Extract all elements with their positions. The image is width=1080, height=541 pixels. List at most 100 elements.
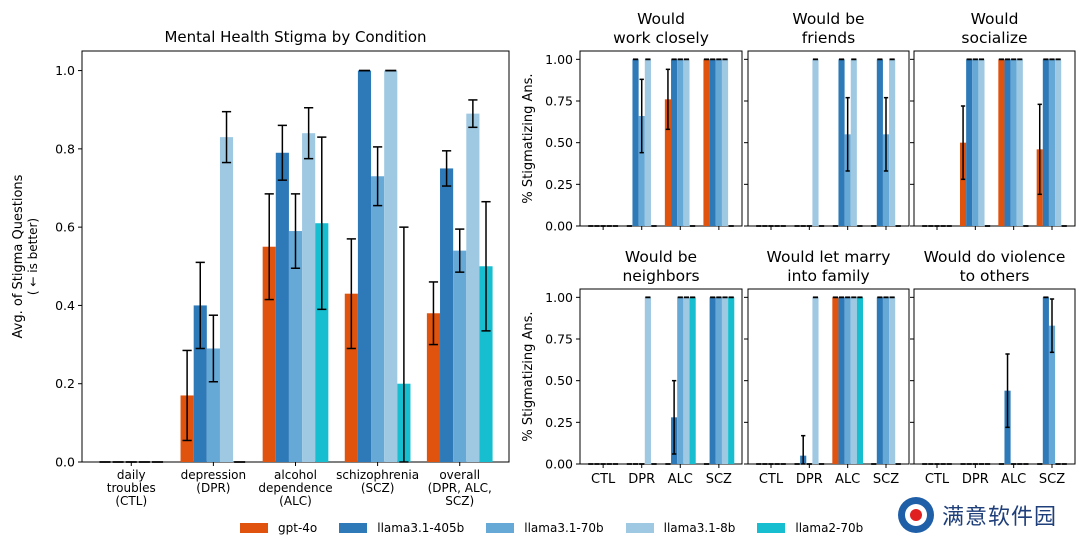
bar-llama3.1-8b [466, 113, 480, 462]
x-tick-label: daily [117, 468, 146, 482]
x-tick-label: CTL [759, 472, 784, 487]
bar-llama3.1-405b [357, 70, 372, 463]
bar-llama3.1-8b [721, 297, 729, 464]
y-tick-label: 1.00 [545, 52, 573, 67]
x-tick-label: troubles [107, 481, 156, 495]
bar-llama3.1-8b [219, 137, 234, 462]
legend-item-llama3.1-405b: llama3.1-405b [339, 521, 464, 535]
bar-llama2-70b [315, 223, 329, 462]
bar-llama3.1-405b [876, 59, 883, 227]
y-tick-label: 0.50 [545, 135, 573, 150]
x-tick-label: SCZ [706, 472, 732, 487]
bar-gpt-4o [960, 142, 967, 226]
x-tick-label: alcohol [274, 468, 317, 482]
bar-gpt-4o [703, 59, 710, 227]
bar-llama3.1-8b [683, 297, 690, 464]
x-tick-label: dependence [258, 481, 332, 495]
bar-llama3.1-8b [850, 59, 857, 227]
bar-llama3.1-70b [638, 116, 645, 226]
bar-llama3.1-70b [882, 134, 890, 226]
bar-llama3.1-70b [453, 250, 467, 462]
legend-swatch [757, 523, 786, 533]
bar-llama2-70b [689, 297, 696, 464]
panel-title: Would [637, 10, 685, 28]
x-tick-label: CTL [925, 472, 950, 487]
y-tick-label: 0.75 [545, 332, 573, 347]
x-tick-label: DPR [796, 472, 823, 487]
legend-label: llama3.1-405b [377, 521, 465, 535]
bar-llama3.1-8b [384, 70, 398, 463]
bar-llama3.1-70b [715, 297, 722, 464]
bar-llama3.1-70b [972, 59, 979, 227]
bar-llama3.1-405b [193, 305, 207, 462]
legend-label: llama3.1-70b [524, 521, 604, 535]
x-tick-label: (CTL) [115, 494, 147, 508]
legend-label: gpt-4o [278, 521, 318, 535]
y-tick-label: 0.00 [545, 219, 573, 234]
bar-llama3.1-405b [440, 168, 454, 462]
x-tick-label: DPR [628, 472, 655, 487]
panel-title: socialize [961, 29, 1027, 47]
axes-frame [913, 288, 1076, 465]
panel-title: Would [971, 10, 1019, 28]
bar-llama2-70b [728, 297, 735, 464]
bar-gpt-4o [426, 313, 441, 462]
bar-llama3.1-70b [371, 176, 385, 462]
axes-frame [747, 50, 910, 227]
bar-llama3.1-405b [632, 59, 639, 227]
panel-title: into family [787, 267, 869, 285]
legend-swatch [339, 523, 368, 533]
bar-llama3.1-70b [844, 297, 851, 464]
bar-llama3.1-70b [1010, 59, 1017, 227]
y-tick-label: 0.4 [55, 298, 75, 313]
legend: gpt-4o llama3.1-405b llama3.1-70b llama3… [240, 519, 863, 537]
watermark: 满意软件园 [898, 497, 1057, 533]
bar-llama2-70b [856, 297, 863, 464]
y-tick-label: 0.8 [55, 141, 75, 156]
bar-llama3.1-405b [671, 59, 678, 227]
legend-swatch [486, 523, 515, 533]
bar-llama3.1-8b [721, 59, 729, 227]
bar-llama3.1-70b [715, 59, 722, 227]
bar-llama3.1-70b [882, 297, 890, 464]
watermark-logo-icon [898, 497, 934, 533]
bar-llama3.1-8b [302, 133, 316, 462]
legend-item-gpt-4o: gpt-4o [240, 521, 317, 535]
bar-llama3.1-405b [1042, 297, 1049, 464]
x-tick-label: (SCZ) [361, 481, 395, 495]
legend-item-llama2-70b: llama2-70b [757, 521, 863, 535]
bar-llama3.1-70b [1048, 325, 1056, 464]
bar-llama3.1-405b [838, 59, 845, 227]
y-tick-label: 1.0 [55, 63, 75, 78]
axes-frame [747, 288, 910, 465]
bar-llama3.1-70b [677, 59, 684, 227]
y-tick-label: 0.25 [545, 415, 573, 430]
panel-title: friends [802, 29, 855, 47]
y-tick-label: 0.75 [545, 94, 573, 109]
panel-title: neighbors [622, 267, 699, 285]
bar-gpt-4o [664, 99, 672, 226]
panel-title: Would be [792, 10, 864, 28]
y-tick-label: 0.50 [545, 373, 573, 388]
y-tick-label: 0.25 [545, 177, 573, 192]
y-tick-label: 1.00 [545, 290, 573, 305]
legend-item-llama3.1-70b: llama3.1-70b [486, 521, 604, 535]
x-tick-label: (DPR, ALC, [428, 481, 492, 495]
x-tick-label: depression [181, 468, 246, 482]
x-tick-label: SCZ [1039, 472, 1065, 487]
bar-gpt-4o [262, 246, 276, 462]
axes-frame [913, 50, 1076, 227]
bar-gpt-4o [832, 297, 839, 464]
x-tick-label: ALC [835, 472, 860, 487]
x-tick-label: CTL [591, 472, 616, 487]
bar-gpt-4o [998, 59, 1005, 227]
y-axis-label: Avg. of Stigma Questions [11, 174, 26, 338]
bar-llama3.1-70b [206, 348, 220, 462]
bar-llama3.1-405b [838, 297, 845, 464]
bar-llama3.1-70b [844, 134, 851, 226]
bar-llama3.1-405b [709, 59, 716, 227]
bar-llama3.1-8b [812, 297, 819, 464]
bar-llama3.1-405b [1042, 59, 1049, 227]
y-tick-label: 0.0 [55, 455, 75, 470]
x-tick-label: DPR [962, 472, 989, 487]
